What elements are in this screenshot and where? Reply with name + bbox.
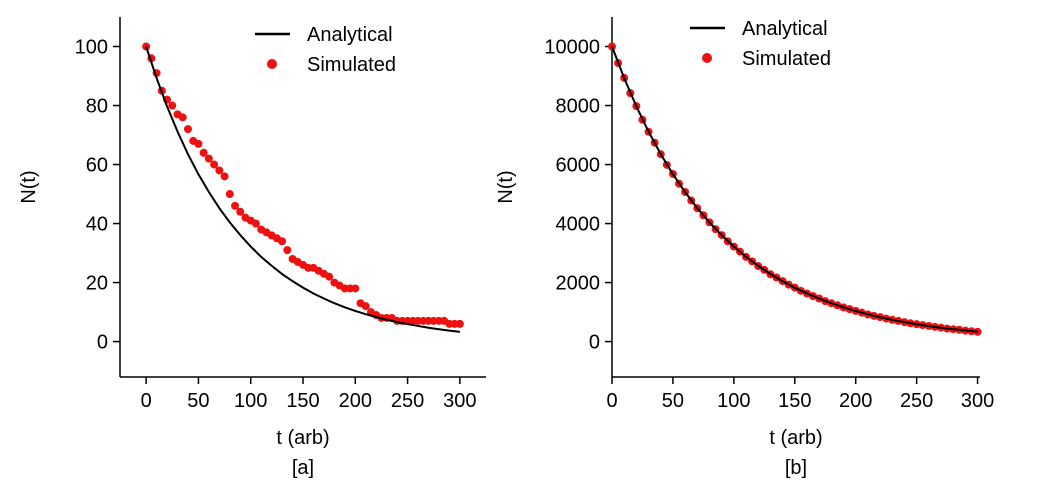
- y-tick-label: 40: [86, 214, 108, 236]
- data-point: [178, 113, 187, 122]
- x-axis-label: t (arb): [276, 427, 329, 449]
- data-point: [220, 172, 229, 181]
- x-tick-label: 250: [900, 390, 933, 412]
- x-tick-label: 50: [187, 390, 209, 412]
- y-tick-label: 4000: [556, 214, 601, 236]
- data-point: [210, 160, 219, 169]
- x-tick-label: 0: [606, 390, 617, 412]
- data-point: [183, 125, 192, 134]
- legend-marker: [267, 59, 277, 69]
- x-tick-label: 200: [339, 390, 372, 412]
- y-tick-label: 6000: [556, 155, 601, 177]
- data-point: [973, 327, 982, 336]
- panel: 0 50 100 150 200 250 300 0 2000 4000 6000 8000 10000…: [495, 17, 994, 479]
- data-point: [325, 272, 334, 281]
- x-tick-label: 0: [141, 390, 152, 412]
- data-point: [168, 101, 177, 110]
- caption: [a]: [292, 457, 314, 479]
- y-tick-label: 2000: [556, 273, 601, 295]
- data-point: [251, 219, 260, 228]
- data-point: [608, 42, 616, 51]
- data-point: [231, 201, 240, 210]
- data-point: [351, 284, 360, 293]
- legend-label: Analytical: [307, 24, 393, 46]
- data-point: [215, 166, 224, 175]
- y-tick-label: 0: [589, 332, 600, 354]
- x-tick-label: 100: [717, 390, 750, 412]
- y-tick-label: 10000: [544, 37, 600, 59]
- data-point: [204, 154, 213, 163]
- legend-marker: [702, 53, 712, 63]
- y-tick-label: 0: [97, 332, 108, 354]
- data-point: [278, 237, 287, 246]
- y-axis-label: N(t): [18, 170, 40, 203]
- data-point: [361, 302, 370, 311]
- x-tick-label: 50: [662, 390, 684, 412]
- x-tick-label: 250: [391, 390, 424, 412]
- data-point: [455, 319, 464, 328]
- x-tick-label: 150: [286, 390, 319, 412]
- data-point: [199, 148, 208, 157]
- legend-label: Simulated: [307, 54, 396, 76]
- legend-label: Analytical: [742, 18, 828, 40]
- data-line: [145, 46, 460, 333]
- caption: [b]: [785, 457, 807, 479]
- data-point: [142, 42, 151, 51]
- x-tick-label: 100: [234, 390, 267, 412]
- x-axis-label: t (arb): [769, 427, 822, 449]
- y-tick-label: 8000: [556, 96, 601, 118]
- data-line: [611, 46, 978, 333]
- data-point: [236, 207, 245, 216]
- x-tick-label: 150: [778, 390, 811, 412]
- x-tick-label: 200: [839, 390, 872, 412]
- x-tick-label: 300: [443, 390, 476, 412]
- x-tick-label: 300: [961, 390, 994, 412]
- data-point: [225, 190, 234, 199]
- y-tick-label: 100: [75, 37, 108, 59]
- data-point: [283, 246, 292, 255]
- y-tick-label: 80: [86, 96, 108, 118]
- legend-label: Simulated: [742, 48, 831, 70]
- data-point: [194, 139, 203, 148]
- y-tick-label: 60: [86, 155, 108, 177]
- y-axis-label: N(t): [495, 170, 517, 203]
- panel: 0 50 100 150 200 250 300 0 20 40 60 80 100 t (arb) [a]…: [18, 17, 486, 479]
- y-tick-label: 20: [86, 273, 108, 295]
